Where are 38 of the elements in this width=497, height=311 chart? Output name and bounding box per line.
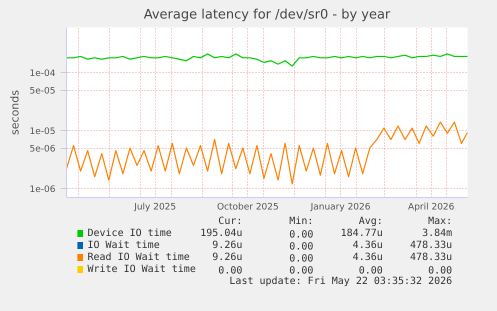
line-series <box>66 121 468 185</box>
x-tick-label: October 2025 <box>216 202 279 212</box>
text: 0.00 <box>289 230 314 240</box>
text: 0.00 <box>289 266 314 276</box>
text: 4.36u <box>352 240 383 251</box>
text: 9.26u <box>212 240 242 251</box>
text: 0.00 <box>358 266 383 276</box>
y-tick-label: 5e-05 <box>30 86 56 97</box>
text: 4.36u <box>352 252 383 263</box>
text: 478.33u <box>410 240 452 251</box>
text: Avg: <box>358 216 383 227</box>
x-tick-label: January 2026 <box>310 202 371 212</box>
y-tick-label: 1e-04 <box>30 69 56 80</box>
y-tick-label: 5e-06 <box>30 144 56 155</box>
text: 195.04u <box>200 228 242 239</box>
legend-label: Device IO time <box>87 228 172 239</box>
y-tick-label: 1e-05 <box>30 127 56 138</box>
legend-label: IO Wait time <box>87 240 160 251</box>
x-tick-label: April 2026 <box>408 202 455 212</box>
legend-label: Read IO Wait time <box>87 252 190 263</box>
line-series <box>66 53 468 67</box>
y-axis-title: seconds <box>8 90 22 135</box>
text: 9.26u <box>212 252 242 263</box>
text: 0.00 <box>289 254 314 264</box>
y-tick-label: 1e-06 <box>30 185 56 196</box>
text: 3.84m <box>422 228 452 239</box>
chart-title: Average latency for /dev/sr0 - by year <box>144 8 391 22</box>
text: 184.77u <box>340 228 383 239</box>
legend-label: Write IO Wait time <box>87 264 196 275</box>
x-tick-label: July 2025 <box>133 202 176 212</box>
text: Min: <box>289 216 314 227</box>
text: Cur: <box>218 216 242 227</box>
text: 0.00 <box>218 266 242 276</box>
text: Max: <box>428 216 452 227</box>
text: 478.33u <box>410 252 452 263</box>
text: Last update: Fri May 22 03:35:32 2026 <box>229 276 452 287</box>
text: 0.00 <box>289 242 314 252</box>
text: 0.00 <box>428 266 452 276</box>
